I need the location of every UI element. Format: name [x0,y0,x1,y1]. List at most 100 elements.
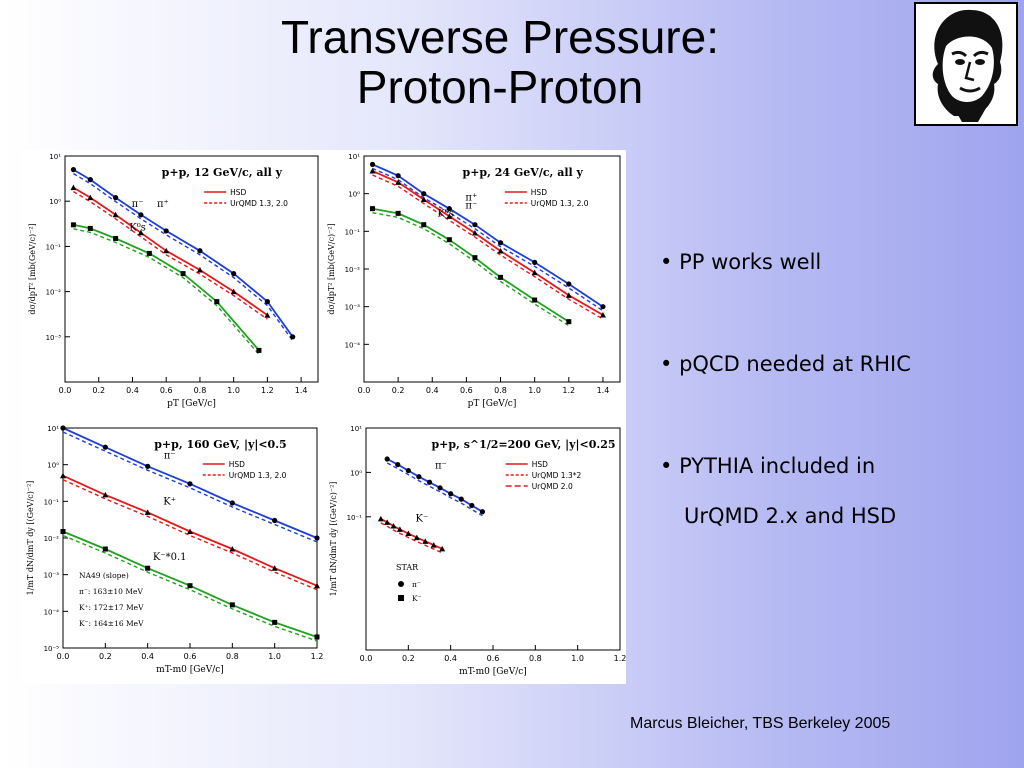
panel-12gev: 0.0 0.2 0.4 0.6 0.8 1.0 1.2 1.4 10¹ 10⁰ 10⁻¹ 10⁻² 10… [28,153,319,409]
x-tick-label: 1.2 [261,386,274,395]
x-tick-label: 0.6 [184,652,197,661]
data-point [146,250,152,256]
data-point [229,602,235,608]
x-tick-label: 0.0 [358,386,371,395]
legend-label: HSD [532,460,548,469]
legend-label: UrQMD 2.0 [532,482,573,491]
data-point [197,248,203,254]
data-point [405,530,412,537]
y-axis-label: 1/mT dN/dmT dy [(GeV/c)⁻²] [329,482,338,597]
x-tick-label: 0.4 [444,654,457,663]
series-label: π⁻ [164,450,176,461]
panel-note: NA49 (slope) [79,571,129,580]
data-point [396,526,403,532]
series-label: K⁰s [129,222,146,233]
x-tick-label: 0.8 [529,654,542,663]
series-line-dashed [62,534,318,642]
data-point [395,461,401,468]
data-point [421,222,427,228]
data-point [138,212,144,218]
data-point [231,271,237,277]
x-axis-label: mT-m0 [GeV/c] [156,665,224,675]
x-tick-label: 0.6 [460,386,473,395]
x-tick-label: 0.4 [141,652,154,661]
x-tick-label: 1.0 [268,652,281,661]
y-tick-label: 10⁻⁴ [345,341,361,349]
portrait-logo-drawing [932,9,1003,122]
data-point [264,299,270,305]
plot-frame [365,427,621,651]
data-point [471,230,478,236]
series-line-dashed [372,174,604,320]
data-point [60,472,66,479]
data-point [214,299,220,305]
bullet-text-1: PP works well [679,250,822,274]
panel-title: p+p, s^1/2=200 GeV, |y|<0.25 [431,438,615,451]
data-point [70,184,77,191]
star-legend-title: STAR [396,563,419,572]
x-tick-label: 0.0 [360,654,373,663]
four-panel-plot: 0.0 0.2 0.4 0.6 0.8 1.0 1.2 1.4 10¹ 10⁰ 10⁻¹ 10⁻² 10… [26,153,626,677]
series-line-dashed [73,190,268,320]
series-line-dashed [62,431,318,543]
star-legend-label: π⁻ [412,580,421,589]
x-tick-label: 0.4 [426,386,439,395]
panel-200gev: 0.0 0.2 0.4 0.6 0.8 1.0 1.2 10¹ 10⁰ 10⁻¹ mT-m0 [Ge… [329,425,626,677]
y-tick-label: 10¹ [348,153,360,161]
data-point [472,222,478,228]
x-tick-label: 0.2 [99,652,112,661]
data-point [137,229,144,236]
data-point [145,463,151,469]
series-line-dashed [62,479,318,591]
data-point [446,206,452,212]
y-tick-label: 10⁻³ [44,572,60,580]
data-point [112,211,119,218]
data-point [370,206,376,212]
data-point [405,467,411,474]
x-tick-label: 0.0 [59,386,72,395]
series-line-dashed [380,522,443,554]
data-point [314,634,320,640]
data-point [479,509,486,515]
series-line [72,186,268,316]
x-tick-label: 0.2 [392,386,405,395]
slide-title-line1: Transverse Pressure: [281,11,719,63]
y-tick-label: 10⁰ [350,469,362,477]
y-tick-label: 10¹ [47,425,59,433]
data-point [395,173,401,179]
y-tick-label: 10⁻¹ [347,514,363,522]
legend-label: UrQMD 1.3, 2.0 [531,199,589,208]
data-point [87,194,94,201]
panel-24gev: 0.0 0.2 0.4 0.6 0.8 1.0 1.2 1.4 10¹ 10⁰ 10⁻¹ 10⁻² 10… [327,153,621,409]
data-point [469,502,475,509]
data-point [60,529,66,535]
data-point [163,247,170,254]
footer-credit: Marcus Bleicher, TBS Berkeley 2005 [630,715,891,732]
physics-figure: 0.0 0.2 0.4 0.6 0.8 1.0 1.2 1.4 10¹ 10⁰ 10⁻¹ 10⁻² 10… [21,150,626,684]
x-axis-label: mT-m0 [GeV/c] [459,667,527,677]
legend-label: UrQMD 1.3, 2.0 [229,471,287,480]
data-point [422,538,429,544]
data-point [531,269,538,276]
data-point [290,334,296,340]
data-point [113,195,119,201]
data-point [498,274,504,280]
y-tick-label: 10⁻³ [46,334,62,342]
series-label: K⁻ [415,513,428,524]
panel-note: π⁻: 163±10 MeV [79,587,143,596]
panel-title: p+p, 12 GeV/c, all y [162,166,283,179]
data-point [416,474,422,480]
panel-note: K⁻: 164±16 MeV [79,619,144,628]
data-point [264,312,271,318]
data-point [102,444,108,450]
data-point [60,425,66,431]
data-point [446,213,453,219]
y-axis-label: 1/mT dN/dmT dy [(GeV/c)⁻²] [26,481,35,596]
bullet-item-3: • PYTHIA included in [660,454,876,478]
x-tick-label: 1.0 [227,386,240,395]
data-point [229,546,236,552]
data-point [565,292,572,298]
panel-title: p+p, 24 GeV/c, all y [463,166,584,179]
data-point [187,583,193,589]
bullet-item-1: • PP works well [660,250,822,274]
